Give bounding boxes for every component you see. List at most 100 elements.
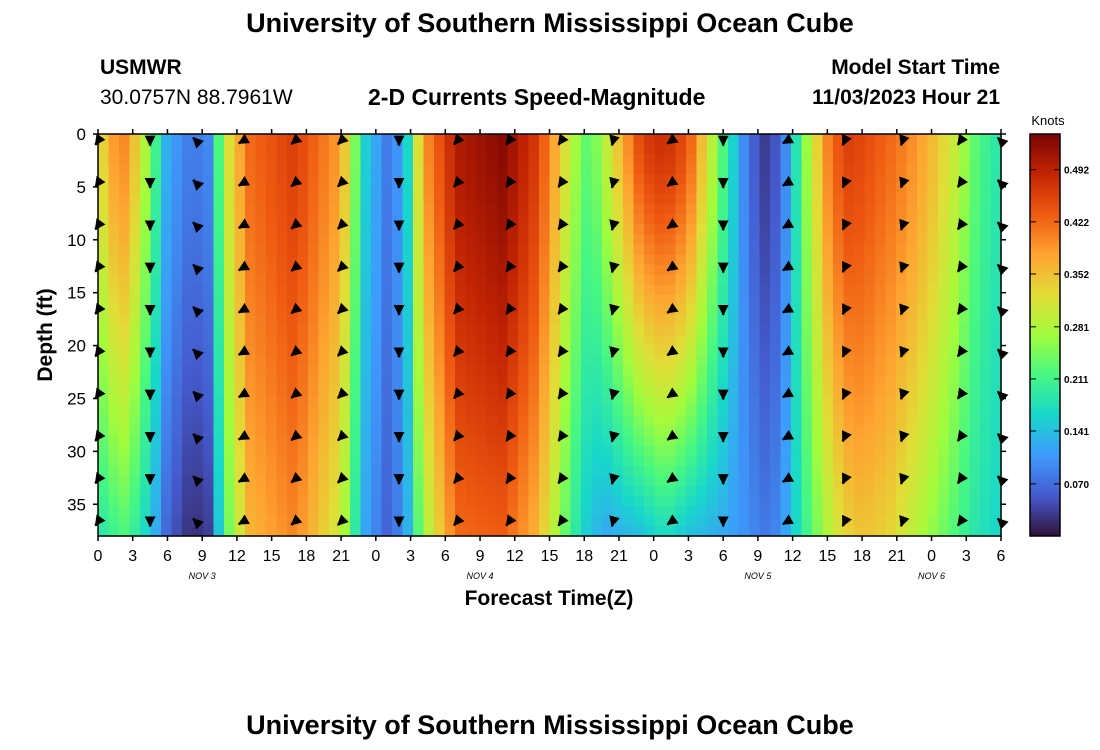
heatmap-cell — [392, 435, 404, 447]
heatmap-cell — [591, 134, 603, 145]
heatmap-cell — [150, 194, 162, 205]
heatmap-cell — [959, 525, 971, 537]
heatmap-cell — [917, 144, 929, 155]
heatmap-cell — [717, 505, 729, 517]
heatmap-cell — [833, 495, 845, 507]
heatmap-cell — [171, 485, 183, 497]
heatmap-cell — [770, 164, 782, 175]
heatmap-cell — [749, 395, 761, 406]
heatmap-cell — [749, 485, 761, 497]
heatmap-cell — [203, 425, 215, 437]
heatmap-cell — [129, 164, 141, 175]
heatmap-cell — [528, 274, 540, 286]
heatmap-cell — [266, 324, 278, 336]
heatmap-cell — [917, 515, 929, 527]
heatmap-cell — [969, 144, 981, 155]
heatmap-cell — [171, 244, 183, 256]
heatmap-cell — [591, 395, 603, 406]
heatmap-cell — [581, 365, 593, 376]
heatmap-cell — [329, 134, 341, 145]
heatmap-cell — [833, 244, 845, 256]
heatmap-cell — [465, 405, 477, 416]
heatmap-cell — [402, 234, 414, 246]
heatmap-cell — [392, 244, 404, 256]
heatmap-cell — [959, 274, 971, 286]
heatmap-cell — [486, 455, 498, 467]
heatmap-cell — [213, 324, 225, 336]
heatmap-cell — [276, 224, 288, 236]
heatmap-cell — [108, 274, 120, 286]
heatmap-cell — [581, 395, 593, 406]
heatmap-cell — [266, 224, 278, 236]
heatmap-cell — [444, 204, 456, 215]
heatmap-cell — [528, 294, 540, 306]
heatmap-cell — [812, 515, 824, 527]
heatmap-cell — [686, 224, 698, 236]
heatmap-cell — [833, 405, 845, 416]
heatmap-cell — [234, 525, 246, 537]
heatmap-cell — [791, 174, 803, 185]
heatmap-cell — [140, 445, 152, 457]
heatmap-cell — [350, 174, 362, 185]
heatmap-cell — [518, 314, 530, 326]
heatmap-cell — [833, 375, 845, 386]
heatmap-cell — [948, 144, 960, 155]
heatmap-cell — [623, 515, 635, 527]
heatmap-cell — [486, 174, 498, 185]
heatmap-cell — [696, 204, 708, 215]
heatmap-cell — [833, 144, 845, 155]
heatmap-cell — [329, 425, 341, 437]
heatmap-cell — [833, 465, 845, 477]
heatmap-cell — [224, 324, 236, 336]
heatmap-cell — [108, 174, 120, 185]
heatmap-cell — [213, 415, 225, 427]
heatmap-cell — [728, 194, 740, 205]
heatmap-cell — [969, 475, 981, 487]
footer-title: University of Southern Mississippi Ocean… — [246, 710, 854, 740]
heatmap-cell — [759, 154, 771, 165]
heatmap-cell — [707, 284, 719, 296]
heatmap-cell — [623, 405, 635, 416]
heatmap-cell — [486, 154, 498, 165]
heatmap-cell — [696, 495, 708, 507]
heatmap-cell — [959, 194, 971, 205]
heatmap-cell — [738, 465, 750, 477]
heatmap-cell — [255, 294, 267, 306]
heatmap-cell — [696, 375, 708, 386]
heatmap-cell — [612, 274, 624, 286]
heatmap-cell — [885, 284, 897, 296]
current-arrow — [609, 261, 620, 274]
heatmap-cell — [339, 224, 351, 236]
heatmap-cell — [696, 405, 708, 416]
heatmap-cell — [906, 405, 918, 416]
heatmap-cell — [486, 284, 498, 296]
heatmap-cell — [213, 445, 225, 457]
heatmap-cell — [885, 184, 897, 195]
heatmap-cell — [381, 134, 393, 145]
heatmap-cell — [591, 154, 603, 165]
heatmap-cell — [990, 405, 1002, 416]
heatmap-cell — [707, 335, 719, 346]
heatmap-cell — [486, 335, 498, 346]
heatmap-cell — [171, 405, 183, 416]
heatmap-cell — [224, 395, 236, 406]
heatmap-cell — [570, 505, 582, 517]
heatmap-cell — [675, 425, 687, 437]
heatmap-cell — [255, 525, 267, 537]
heatmap-cell — [308, 324, 320, 336]
heatmap-cell — [329, 164, 341, 175]
heatmap-cell — [402, 314, 414, 326]
heatmap-cell — [360, 485, 372, 497]
heatmap-cell — [329, 415, 341, 427]
heatmap-cell — [927, 425, 939, 437]
heatmap-cell — [980, 345, 992, 356]
heatmap-cell — [927, 314, 939, 326]
heatmap-cell — [633, 244, 645, 256]
heatmap-cell — [371, 375, 383, 386]
heatmap-cell — [203, 345, 215, 356]
heatmap-cell — [686, 495, 698, 507]
current-arrow — [192, 306, 205, 318]
heatmap-cell — [203, 365, 215, 376]
heatmap-cell — [801, 365, 813, 376]
heatmap-cell — [381, 515, 393, 527]
